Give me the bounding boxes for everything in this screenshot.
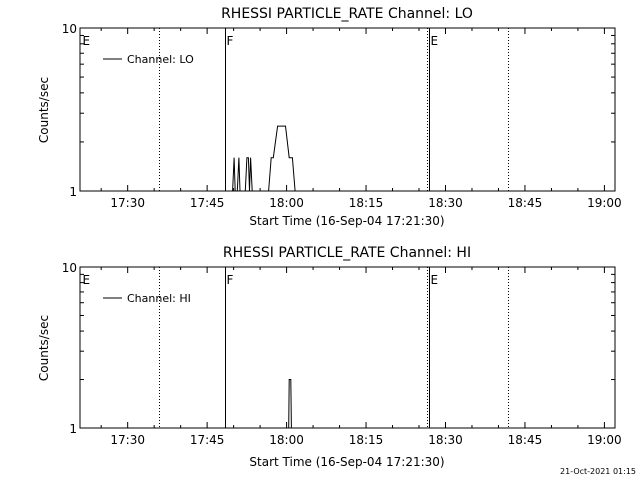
panel-hi: RHESSI PARTICLE_RATE Channel: HI Start T… [37,245,622,469]
y-tick-label: 1 [69,185,77,199]
y-axis-label: Counts/sec [37,77,51,143]
legend-label: Channel: LO [127,53,194,66]
x-tick-label: 17:30 [110,433,145,447]
series-group [80,125,615,192]
x-axis-label: Start Time (16-Sep-04 17:21:30) [249,214,444,228]
x-tick-label: 18:00 [269,196,304,210]
marker-label: E [83,273,91,287]
x-tick-label: 18:45 [508,196,543,210]
y-axis-label: Counts/sec [37,315,51,381]
x-tick-label: 19:00 [587,433,622,447]
x-tick-label: 19:00 [587,196,622,210]
y-ticks: 1 10 [62,22,615,199]
y-ticks: 1 10 [62,261,615,436]
chart-title: RHESSI PARTICLE_RATE Channel: HI [223,245,471,261]
y-tick-label: 10 [62,22,77,36]
legend-label: Channel: HI [127,292,191,305]
x-tick-label: 18:15 [349,433,384,447]
marker-label: F [227,34,234,48]
marker-label: E [431,273,439,287]
x-ticks: 17:30 17:45 18:00 18:15 18:30 18:45 19:00 [100,28,622,210]
series-line [80,379,615,429]
x-tick-label: 18:15 [349,196,384,210]
x-tick-label: 18:30 [428,196,463,210]
x-tick-label: 18:30 [428,433,463,447]
x-tick-label: 17:45 [190,196,225,210]
chart-title: RHESSI PARTICLE_RATE Channel: LO [221,6,473,22]
x-tick-label: 17:30 [110,196,145,210]
y-tick-label: 10 [62,261,77,275]
marker-label: E [83,34,91,48]
series-line [80,125,615,192]
x-ticks: 17:30 17:45 18:00 18:15 18:30 18:45 19:00 [100,267,622,447]
series-group [80,379,615,429]
marker-label: F [227,273,234,287]
panel-lo: RHESSI PARTICLE_RATE Channel: LO Start T… [37,6,622,228]
x-tick-label: 18:45 [508,433,543,447]
x-axis-label: Start Time (16-Sep-04 17:21:30) [249,455,444,469]
marker-label: E [431,34,439,48]
x-tick-label: 18:00 [269,433,304,447]
y-tick-label: 1 [69,422,77,436]
footer-timestamp: 21-Oct-2021 01:15 [560,467,636,476]
x-tick-label: 17:45 [190,433,225,447]
